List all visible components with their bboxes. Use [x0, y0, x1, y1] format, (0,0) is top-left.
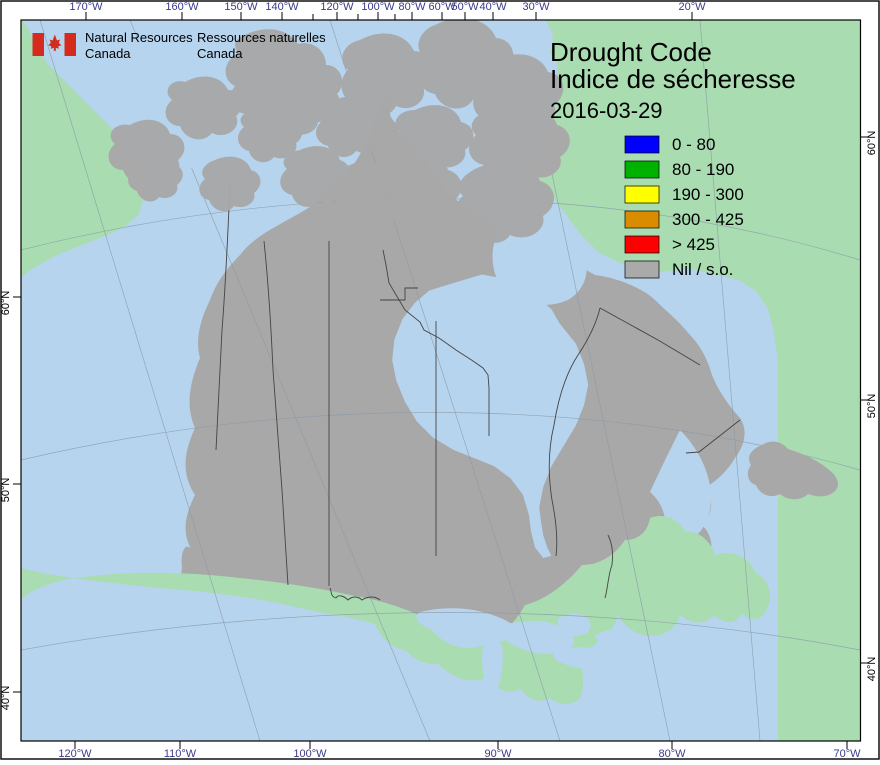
svg-text:80°W: 80°W: [398, 1, 426, 13]
svg-text:90°W: 90°W: [484, 748, 512, 760]
svg-text:80°W: 80°W: [658, 748, 686, 760]
svg-text:Canada: Canada: [197, 46, 243, 61]
svg-text:40°W: 40°W: [479, 1, 507, 13]
svg-text:120°W: 120°W: [320, 1, 354, 13]
svg-text:160°W: 160°W: [165, 1, 199, 13]
svg-text:0 - 80: 0 - 80: [672, 135, 715, 154]
svg-text:30°W: 30°W: [522, 1, 550, 13]
svg-text:Indice de sécheresse: Indice de sécheresse: [550, 64, 796, 94]
svg-text:100°W: 100°W: [361, 1, 395, 13]
svg-text:100°W: 100°W: [293, 748, 327, 760]
svg-text:50°N: 50°N: [866, 394, 878, 419]
svg-text:Natural Resources: Natural Resources: [85, 30, 193, 45]
svg-text:40°N: 40°N: [0, 686, 12, 711]
svg-text:20°W: 20°W: [678, 1, 706, 13]
svg-text:40°N: 40°N: [866, 657, 878, 682]
svg-text:Canada: Canada: [85, 46, 131, 61]
svg-text:50°N: 50°N: [0, 478, 12, 503]
svg-text:50°W: 50°W: [451, 1, 479, 13]
svg-text:Ressources naturelles: Ressources naturelles: [197, 30, 326, 45]
svg-text:> 425: > 425: [672, 235, 715, 254]
svg-text:190 - 300: 190 - 300: [672, 185, 744, 204]
svg-text:2016-03-29: 2016-03-29: [550, 98, 663, 123]
svg-text:60°N: 60°N: [866, 131, 878, 156]
svg-text:150°W: 150°W: [224, 1, 258, 13]
svg-text:60°N: 60°N: [0, 291, 12, 316]
svg-text:170°W: 170°W: [69, 1, 103, 13]
svg-text:110°W: 110°W: [164, 748, 197, 760]
svg-text:140°W: 140°W: [265, 1, 299, 13]
svg-text:70°W: 70°W: [833, 748, 861, 760]
svg-text:Drought Code: Drought Code: [550, 37, 712, 67]
svg-text:300 - 425: 300 - 425: [672, 210, 744, 229]
svg-text:Nil / s.o.: Nil / s.o.: [672, 260, 733, 279]
svg-text:120°W: 120°W: [58, 748, 92, 760]
svg-text:80 - 190: 80 - 190: [672, 160, 734, 179]
